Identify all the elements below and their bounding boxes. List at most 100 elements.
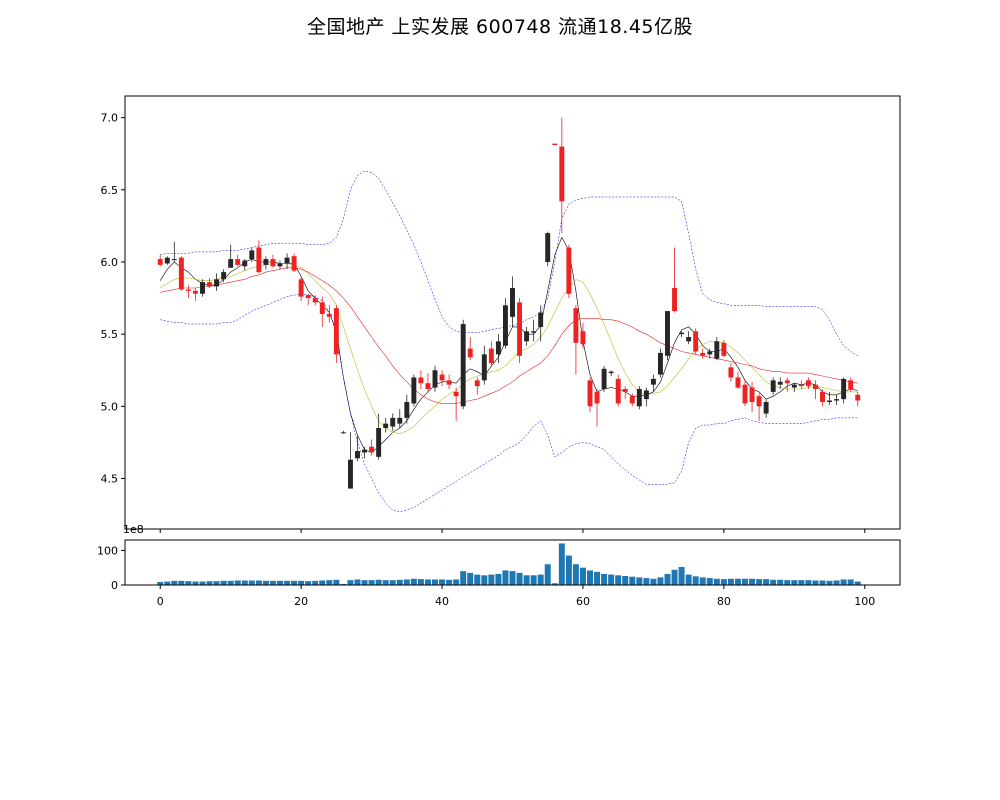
volume-bar bbox=[833, 580, 840, 585]
volume-y-tick-label: 100 bbox=[97, 544, 118, 557]
candle bbox=[545, 231, 551, 267]
volume-exponent-label: 1e8 bbox=[123, 523, 144, 536]
volume-bar bbox=[692, 576, 699, 585]
candle bbox=[404, 394, 410, 424]
candle-body bbox=[439, 374, 445, 381]
candle bbox=[777, 377, 783, 389]
price-y-tick-label: 6.5 bbox=[101, 184, 119, 197]
volume-bar bbox=[572, 564, 579, 585]
candle bbox=[235, 254, 241, 267]
volume-bar bbox=[678, 567, 685, 585]
candle bbox=[171, 241, 177, 262]
candle bbox=[805, 377, 811, 389]
volume-x-tick-label: 0 bbox=[157, 595, 164, 608]
candle bbox=[763, 399, 769, 418]
candle-body bbox=[200, 282, 205, 294]
candle bbox=[841, 377, 847, 404]
volume-bar bbox=[819, 580, 826, 585]
candle bbox=[207, 277, 213, 288]
candle-body bbox=[545, 233, 551, 262]
candle-body bbox=[369, 446, 375, 453]
price-y-tick-label: 6.0 bbox=[101, 256, 119, 269]
candle bbox=[185, 285, 191, 299]
volume-axes-frame bbox=[124, 539, 901, 586]
candle-body bbox=[707, 351, 713, 355]
volume-y-tick-label: 0 bbox=[111, 579, 118, 592]
candle-body bbox=[657, 352, 663, 375]
candle-body bbox=[277, 263, 283, 267]
candle-body bbox=[700, 352, 706, 356]
candle-body bbox=[481, 354, 487, 381]
candle-body bbox=[383, 423, 389, 428]
candle bbox=[679, 331, 685, 338]
candle bbox=[390, 413, 396, 431]
overlay-line-1 bbox=[160, 263, 858, 435]
candle-body bbox=[446, 380, 452, 385]
volume-bar bbox=[706, 578, 713, 585]
candle-body bbox=[805, 380, 811, 387]
volume-bar bbox=[403, 579, 410, 585]
candle bbox=[418, 370, 424, 389]
candle-body bbox=[777, 381, 783, 385]
candle bbox=[439, 370, 445, 387]
volume-bar bbox=[777, 579, 784, 585]
candle-body bbox=[185, 289, 191, 291]
candle-body bbox=[855, 394, 861, 401]
volume-bar bbox=[798, 580, 805, 585]
volume-bar bbox=[516, 572, 523, 585]
candle bbox=[531, 319, 537, 342]
volume-bar bbox=[699, 577, 706, 585]
volume-bar bbox=[446, 579, 453, 585]
candle-body bbox=[221, 272, 227, 280]
candle bbox=[200, 279, 205, 297]
volume-bar bbox=[847, 579, 854, 585]
volume-bar bbox=[622, 576, 629, 585]
candle bbox=[178, 256, 184, 291]
volume-bar bbox=[192, 581, 199, 585]
volume-bar bbox=[319, 580, 326, 585]
candle bbox=[284, 253, 290, 270]
volume-bar bbox=[770, 579, 777, 585]
candle-body bbox=[502, 305, 508, 346]
candle-body bbox=[305, 295, 311, 299]
volume-bar bbox=[530, 575, 537, 585]
candle-body bbox=[362, 449, 368, 453]
price-y-tick-label: 5.0 bbox=[101, 400, 119, 413]
volume-bar bbox=[840, 579, 847, 585]
candle-body bbox=[735, 377, 741, 388]
candle-body bbox=[460, 324, 466, 407]
candle-body bbox=[298, 279, 304, 297]
candle-body bbox=[672, 287, 678, 312]
volume-bar bbox=[157, 581, 164, 585]
volume-bar bbox=[650, 578, 657, 585]
candle bbox=[425, 373, 431, 392]
volume-bar bbox=[784, 580, 791, 585]
volume-bar bbox=[481, 575, 488, 585]
candle bbox=[312, 295, 318, 306]
candle-body bbox=[312, 298, 318, 303]
volume-bar bbox=[495, 573, 502, 585]
volume-panel: 100 0 0 20 40 60 80 100 1e8 bbox=[97, 523, 901, 608]
candle bbox=[728, 363, 734, 382]
candle bbox=[855, 391, 861, 407]
candle-body bbox=[404, 401, 410, 418]
volume-bar bbox=[234, 580, 241, 585]
candle bbox=[538, 305, 544, 342]
candle-body bbox=[791, 384, 797, 388]
candle bbox=[756, 393, 762, 421]
candle-body bbox=[834, 399, 840, 401]
candle bbox=[580, 322, 586, 349]
candle-body bbox=[390, 417, 396, 427]
overlay-line-0 bbox=[159, 236, 858, 453]
candle-body bbox=[347, 459, 353, 489]
candle bbox=[700, 348, 706, 359]
volume-bar bbox=[502, 570, 509, 585]
candle-body bbox=[207, 282, 213, 287]
candle-body bbox=[763, 401, 769, 414]
candle-body bbox=[495, 341, 501, 355]
volume-bar bbox=[284, 580, 291, 585]
candle bbox=[256, 240, 262, 274]
volume-bar bbox=[636, 577, 643, 585]
volume-bar bbox=[558, 543, 565, 585]
candle-body bbox=[841, 378, 847, 400]
